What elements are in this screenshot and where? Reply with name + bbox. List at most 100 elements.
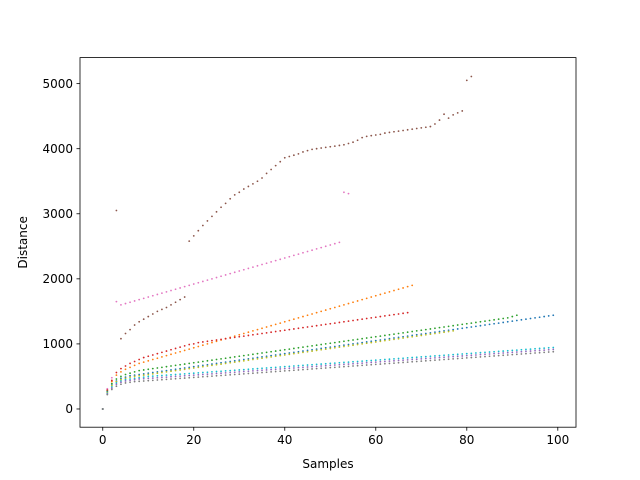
data-point bbox=[156, 372, 159, 375]
data-point bbox=[434, 331, 436, 334]
data-point bbox=[361, 298, 364, 301]
data-point bbox=[256, 352, 259, 355]
data-point bbox=[124, 368, 127, 371]
data-point bbox=[133, 375, 136, 378]
data-point bbox=[525, 352, 527, 355]
data-point bbox=[320, 246, 323, 249]
data-point bbox=[343, 345, 345, 348]
data-point bbox=[333, 306, 336, 309]
data-point bbox=[279, 353, 282, 356]
data-point bbox=[288, 365, 291, 368]
data-point bbox=[479, 356, 482, 358]
data-point bbox=[338, 305, 341, 308]
data-point bbox=[465, 326, 468, 329]
data-point bbox=[474, 321, 477, 324]
data-point bbox=[534, 316, 536, 319]
data-point bbox=[238, 355, 241, 358]
data-point bbox=[106, 393, 109, 396]
data-point bbox=[470, 354, 473, 357]
data-point bbox=[215, 276, 218, 279]
data-point bbox=[274, 350, 277, 352]
data-point bbox=[406, 285, 409, 288]
data-point bbox=[374, 341, 377, 343]
data-point bbox=[197, 345, 200, 348]
data-point bbox=[247, 354, 250, 356]
data-point bbox=[220, 370, 222, 373]
data-point bbox=[365, 135, 368, 138]
data-point bbox=[461, 355, 464, 357]
x-tick-label: 0 bbox=[99, 433, 107, 447]
data-point bbox=[552, 350, 555, 353]
data-point bbox=[374, 359, 377, 362]
data-point bbox=[261, 371, 263, 374]
data-point bbox=[170, 348, 172, 351]
data-point bbox=[279, 330, 282, 332]
data-point bbox=[174, 301, 177, 304]
y-tick-label: 1000 bbox=[42, 337, 73, 351]
data-point bbox=[120, 375, 122, 378]
data-point bbox=[224, 361, 227, 364]
data-point bbox=[288, 369, 291, 372]
data-point bbox=[201, 344, 204, 347]
data-point bbox=[452, 113, 455, 116]
data-point bbox=[279, 368, 282, 370]
data-point bbox=[174, 373, 177, 376]
data-point bbox=[434, 357, 436, 359]
data-point bbox=[129, 376, 131, 378]
data-point bbox=[265, 371, 268, 374]
data-point bbox=[320, 147, 323, 149]
data-point bbox=[274, 330, 277, 333]
data-point bbox=[374, 316, 377, 319]
data-point bbox=[242, 332, 245, 335]
data-point bbox=[197, 361, 200, 364]
data-point bbox=[292, 254, 295, 257]
data-point bbox=[156, 293, 159, 296]
data-point bbox=[538, 351, 541, 354]
data-point bbox=[502, 354, 505, 357]
data-point bbox=[233, 361, 236, 364]
data-point bbox=[484, 355, 486, 358]
data-point bbox=[324, 309, 327, 311]
data-point bbox=[415, 358, 418, 361]
data-point bbox=[265, 355, 268, 358]
data-point bbox=[247, 357, 250, 360]
data-point bbox=[215, 340, 218, 343]
data-point bbox=[393, 289, 395, 292]
data-point bbox=[352, 344, 354, 347]
data-point bbox=[452, 330, 455, 332]
data-point bbox=[447, 354, 450, 356]
data-point bbox=[188, 343, 191, 346]
data-point bbox=[115, 374, 118, 377]
data-point bbox=[311, 148, 313, 151]
data-point bbox=[224, 202, 227, 205]
data-point bbox=[511, 315, 514, 318]
data-point bbox=[402, 335, 404, 338]
data-point bbox=[211, 363, 213, 365]
data-point bbox=[515, 349, 518, 351]
data-point bbox=[256, 367, 259, 370]
y-axis: 0 1000 2000 3000 4000 5000 bbox=[42, 77, 80, 416]
data-point bbox=[201, 373, 204, 376]
data-point bbox=[215, 363, 218, 366]
data-point bbox=[201, 371, 204, 374]
data-point bbox=[129, 372, 131, 375]
data-point bbox=[515, 314, 518, 317]
data-point bbox=[393, 337, 395, 339]
data-point bbox=[142, 376, 145, 378]
data-point bbox=[379, 363, 382, 365]
data-point bbox=[374, 361, 377, 364]
data-point bbox=[393, 338, 395, 341]
data-point bbox=[142, 380, 145, 382]
data-point bbox=[165, 354, 168, 357]
data-point bbox=[115, 209, 118, 212]
data-point bbox=[220, 374, 222, 377]
data-point bbox=[206, 343, 209, 345]
data-point bbox=[156, 376, 159, 379]
data-point bbox=[402, 312, 404, 315]
data-point bbox=[302, 346, 304, 349]
data-point bbox=[311, 348, 313, 351]
data-point bbox=[138, 376, 141, 379]
data-point bbox=[302, 366, 304, 369]
data-point bbox=[179, 369, 182, 371]
data-point bbox=[292, 367, 295, 369]
